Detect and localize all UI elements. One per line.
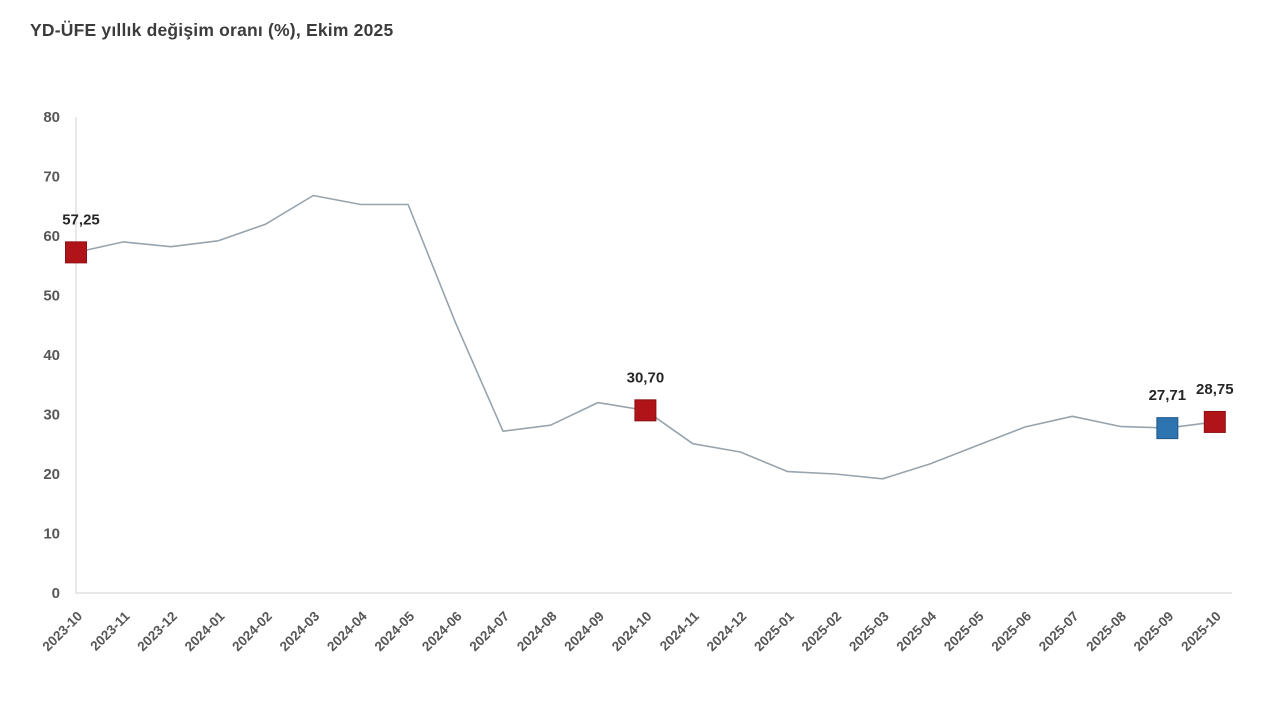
data-point-marker-2025-10 [1203, 410, 1226, 433]
data-point-label-2025-10: 28,75 [1196, 381, 1234, 398]
x-axis-tick-label: 2024-10 [609, 609, 655, 655]
x-axis-tick-label: 2023-12 [134, 609, 180, 655]
data-point-label-2023-10: 57,25 [62, 211, 100, 228]
x-axis-tick-label: 2024-12 [704, 609, 750, 655]
x-axis-tick-label: 2025-05 [941, 608, 987, 654]
x-axis-tick-label: 2024-06 [419, 608, 465, 654]
x-axis-tick-label: 2025-07 [1036, 609, 1082, 655]
x-axis-tick-label: 2025-09 [1131, 609, 1177, 655]
y-axis-tick-label: 40 [43, 347, 60, 364]
data-point-label-2025-09: 27,71 [1149, 387, 1187, 404]
x-axis-tick-label: 2024-11 [657, 608, 702, 653]
x-axis-tick-label: 2023-11 [87, 608, 132, 653]
x-axis-tick-label: 2025-04 [894, 608, 940, 654]
x-axis-tick-label: 2024-09 [561, 609, 607, 655]
axis-lines [75, 117, 1232, 594]
y-axis-tick-label: 0 [52, 585, 60, 602]
x-axis-tick-label: 2025-02 [799, 609, 845, 655]
data-point-label-2024-10: 30,70 [627, 369, 665, 386]
x-axis-tick-label: 2025-01 [751, 608, 797, 654]
trend-line [75, 194, 1215, 480]
x-axis-tick-label: 2024-04 [324, 608, 370, 654]
x-axis-tick-label: 2025-03 [846, 608, 892, 654]
y-axis-tick-label: 10 [43, 526, 60, 543]
x-axis-tick-label: 2024-02 [229, 609, 275, 655]
y-axis-tick-label: 80 [43, 109, 60, 126]
x-axis-tick-label: 2024-07 [467, 609, 513, 655]
x-axis-tick-label: 2024-01 [182, 608, 228, 654]
data-point-marker-2025-09 [1156, 417, 1179, 440]
x-axis-tick-label: 2023-10 [39, 609, 85, 655]
y-axis-tick-label: 70 [43, 169, 60, 186]
data-point-marker-2023-10 [65, 241, 87, 264]
x-axis-tick-label: 2024-03 [277, 608, 323, 654]
chart-title: YD-ÜFE yıllık değişim oranı (%), Ekim 20… [30, 20, 394, 40]
x-axis-tick-label: 2024-08 [514, 608, 560, 654]
x-axis-tick-label: 2024-05 [372, 608, 418, 654]
y-axis-tick-label: 30 [43, 407, 60, 424]
data-point-marker-2024-10 [634, 399, 657, 422]
y-axis-tick-label: 60 [43, 228, 60, 245]
x-axis-tick-label: 2025-06 [988, 608, 1034, 654]
y-axis-tick-label: 20 [43, 466, 60, 483]
x-axis-tick-label: 2025-08 [1083, 608, 1129, 654]
x-axis-tick-label: 2025-10 [1178, 609, 1224, 655]
y-axis-tick-label: 50 [43, 288, 60, 305]
